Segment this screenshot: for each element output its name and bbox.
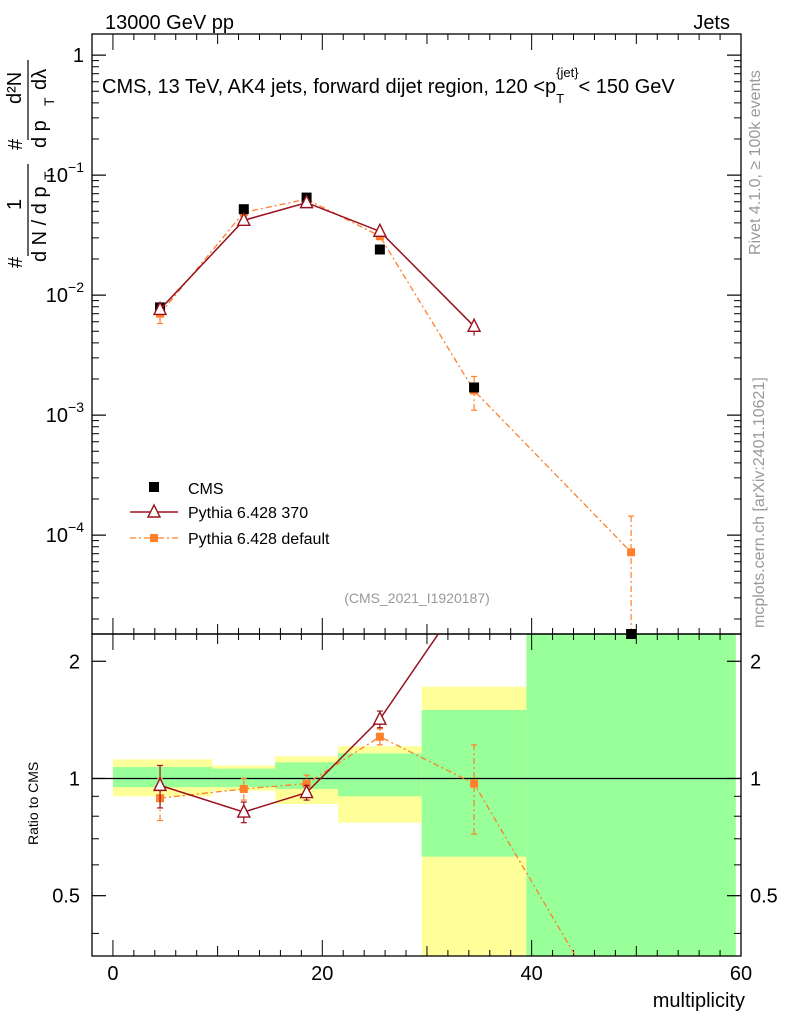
- plot-title-suffix: < 150 GeV: [579, 76, 676, 98]
- y-label-hash2: #: [5, 138, 27, 150]
- ratio-y-axis: 0.5 0.5 1 1 2 2: [52, 651, 778, 934]
- legend-label-cms: CMS: [188, 481, 224, 498]
- x-tick-label-0: 0: [107, 963, 118, 985]
- ratio-point-pythia-default: [302, 779, 311, 788]
- analysis-id: (CMS_2021_I1920187): [344, 590, 490, 606]
- band-inner-bin-5: [526, 634, 736, 956]
- plot-title: CMS, 13 TeV, AK4 jets, forward dijet reg…: [102, 65, 675, 106]
- series-line-pythia-370: [159, 201, 475, 327]
- main-data: [152, 192, 637, 639]
- y-axis-label: # 1 d N / d p T # d²N d p T dλ: [4, 60, 57, 268]
- series-line-pythia-default: [159, 198, 632, 553]
- point-cms: [238, 204, 249, 215]
- main-tick-base-3: 10: [46, 405, 68, 427]
- point-cms: [626, 629, 637, 639]
- y-label-dn-sub: T: [41, 171, 57, 180]
- rivet-label: Rivet 4.1.0, ≥ 100k events: [747, 70, 764, 255]
- ratio-axis-label: Ratio to CMS: [25, 762, 41, 845]
- band-inner-bin-0: [112, 767, 213, 788]
- legend-label-pythia-370: Pythia 6.428 370: [188, 505, 308, 522]
- point-pythia-370: [372, 222, 387, 238]
- point-pythia-370: [299, 194, 314, 209]
- y-label-dlambda: dλ: [29, 69, 51, 90]
- ratio-point-pythia-370: [236, 803, 251, 818]
- ratio-point-pythia-370: [299, 784, 314, 799]
- y-label-dpt-sub: T: [41, 97, 57, 106]
- main-tick-base-4: 10: [46, 525, 68, 547]
- x-axis-label: multiplicity: [653, 990, 745, 1012]
- band-inner-bin-3: [337, 753, 422, 797]
- point-pythia-370: [466, 317, 482, 332]
- ratio-tick-label-right-1: 1: [750, 768, 761, 790]
- y-label-one: 1: [4, 199, 26, 210]
- ratio-point-pythia-370: [152, 776, 168, 792]
- ratio-tick-label-right-2: 2: [750, 651, 761, 673]
- point-cms: [374, 244, 385, 255]
- ratio-line-pythia-default: [159, 735, 576, 957]
- main-tick-exp-1: −1: [68, 159, 84, 175]
- ratio-point-pythia-default: [375, 732, 384, 741]
- legend-marker-pythia-default: [150, 534, 158, 542]
- ratio-point-pythia-default: [470, 779, 479, 788]
- ratio-plot-frame: [91, 633, 742, 957]
- plot-title-p: p: [545, 76, 556, 98]
- plot-title-sup: {jet}: [556, 65, 579, 80]
- ratio-tick-label-left-0: 0.5: [52, 886, 80, 908]
- x-axis: 0 20 40 60: [107, 34, 752, 985]
- main-tick-label-3: 10−3: [46, 399, 84, 427]
- x-tick-label-1: 20: [311, 963, 333, 985]
- ratio-point-pythia-default: [239, 784, 248, 793]
- main-tick-label-4: 10−4: [46, 519, 84, 547]
- main-tick-exp-4: −4: [68, 519, 84, 535]
- point-pythia-default: [627, 548, 636, 557]
- main-tick-exp-3: −3: [68, 399, 84, 415]
- ratio-bands: [92, 634, 741, 956]
- energy-label: 13000 GeV pp: [105, 12, 234, 34]
- plot-title-sub: T: [556, 91, 564, 106]
- ratio-tick-label-right-0: 0.5: [750, 886, 778, 908]
- y-label-d2n: d²N: [4, 72, 26, 104]
- y-label-hash1: #: [5, 256, 27, 268]
- main-y-axis: 110−110−210−310−4: [46, 45, 741, 620]
- plot-title-prefix: CMS, 13 TeV, AK4 jets, forward dijet reg…: [102, 76, 545, 98]
- legend-label-pythia-default: Pythia 6.428 default: [188, 531, 330, 548]
- y-label-dn: d N / d p: [29, 186, 51, 262]
- point-pythia-370: [152, 300, 168, 316]
- category-label: Jets: [693, 12, 730, 34]
- main-tick-label-0: 1: [73, 45, 84, 67]
- main-tick-base-1: 10: [46, 165, 68, 187]
- main-tick-label-2: 10−2: [46, 279, 84, 307]
- y-label-dpt: d p: [29, 120, 51, 148]
- ratio-tick-label-left-2: 2: [69, 651, 80, 673]
- x-tick-label-3: 60: [730, 963, 752, 985]
- x-tick-label-2: 40: [521, 963, 543, 985]
- point-cms: [469, 382, 480, 393]
- main-tick-label-1: 10−1: [46, 159, 84, 187]
- point-pythia-370: [236, 211, 251, 227]
- main-tick-exp-2: −2: [68, 279, 84, 295]
- ratio-data: [152, 633, 576, 957]
- ratio-tick-label-left-1: 1: [69, 768, 80, 790]
- legend-marker-cms: [149, 482, 159, 492]
- legend: CMS Pythia 6.428 370 Pythia 6.428 default: [130, 481, 330, 548]
- legend-marker-pythia-370: [146, 503, 162, 518]
- mcplots-label: mcplots.cern.ch [arXiv:2401.10621]: [751, 377, 768, 628]
- ratio-point-pythia-370: [372, 710, 387, 725]
- main-tick-base-2: 10: [46, 285, 68, 307]
